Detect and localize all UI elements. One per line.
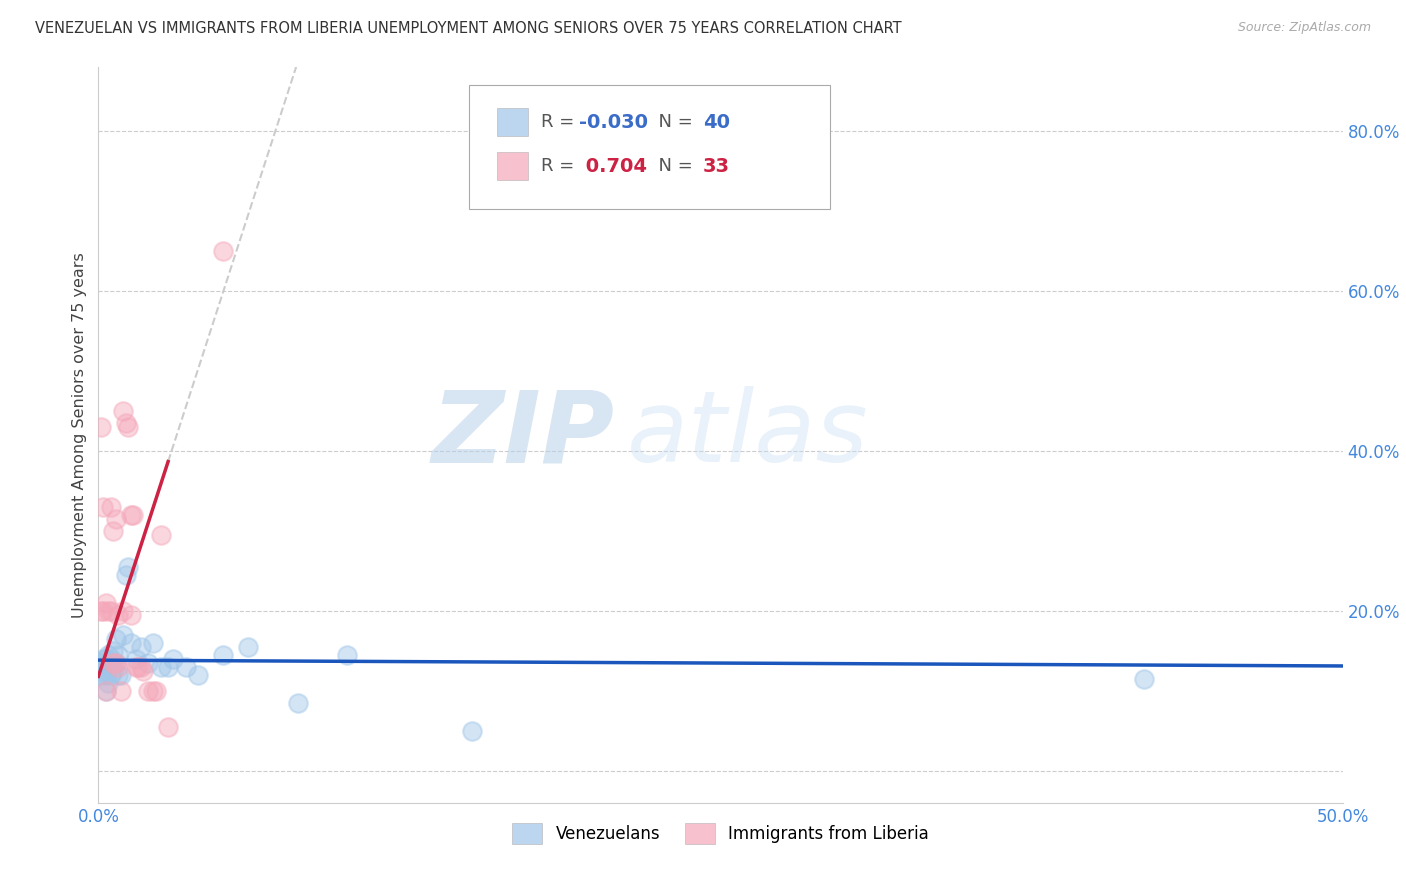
FancyBboxPatch shape [496,108,527,136]
Text: R =: R = [541,113,581,131]
Point [110,668,132,682]
Text: atlas: atlas [627,386,869,483]
Point [93,660,115,674]
Point [211,648,233,662]
Point [120,636,142,650]
Point [136,683,159,698]
Point [125,652,148,666]
Point [157,720,180,734]
Point [104,512,127,526]
Point [112,628,135,642]
Point [104,656,127,670]
Point [94,683,117,698]
Point [90,656,112,670]
Text: ZIP: ZIP [432,386,614,483]
Point [142,683,165,698]
Point [142,636,165,650]
Point [149,528,172,542]
Point [110,683,132,698]
FancyBboxPatch shape [470,86,830,209]
Point [90,668,112,682]
Point [90,420,112,434]
Point [93,664,115,678]
Text: R =: R = [541,157,581,175]
Point [125,660,148,674]
Point [1132,672,1154,686]
Point [103,664,125,678]
Point [107,660,129,674]
Point [117,559,139,574]
Point [97,604,120,618]
Point [100,604,122,618]
Point [117,420,139,434]
Text: Source: ZipAtlas.com: Source: ZipAtlas.com [1237,21,1371,34]
Legend: Venezuelans, Immigrants from Liberia: Venezuelans, Immigrants from Liberia [499,810,942,857]
Point [149,660,172,674]
Text: N =: N = [647,157,699,175]
Point [122,508,145,522]
Point [157,660,180,674]
Point [336,648,359,662]
Y-axis label: Unemployment Among Seniors over 75 years: Unemployment Among Seniors over 75 years [72,252,87,618]
Point [129,660,152,674]
Point [287,696,309,710]
Point [107,607,129,622]
Text: 40: 40 [703,112,730,132]
Point [174,660,197,674]
Text: N =: N = [647,113,699,131]
Point [100,668,122,682]
Point [94,668,117,682]
Point [94,652,117,666]
Point [112,604,135,618]
Point [100,500,122,514]
Point [100,656,122,670]
Point [104,656,127,670]
Point [211,244,233,258]
Point [460,723,484,738]
Point [104,632,127,646]
Point [120,508,142,522]
Point [93,652,115,666]
Point [136,656,159,670]
Point [114,567,136,582]
Point [129,640,152,654]
Point [127,660,149,674]
Point [132,664,155,678]
Point [120,607,142,622]
Point [107,668,129,682]
Point [236,640,259,654]
Point [97,675,120,690]
Point [94,683,117,698]
Point [145,683,167,698]
Point [162,652,184,666]
Point [90,604,112,618]
Point [187,668,209,682]
Point [114,416,136,430]
Point [103,524,125,538]
Text: -0.030: -0.030 [579,112,648,132]
Point [93,500,115,514]
Point [94,596,117,610]
Point [112,404,135,418]
Text: 33: 33 [703,157,730,176]
Point [97,648,120,662]
Text: 0.704: 0.704 [579,157,647,176]
Point [97,660,120,674]
Text: VENEZUELAN VS IMMIGRANTS FROM LIBERIA UNEMPLOYMENT AMONG SENIORS OVER 75 YEARS C: VENEZUELAN VS IMMIGRANTS FROM LIBERIA UN… [35,21,901,36]
Point [103,644,125,658]
Point [93,604,115,618]
Point [100,652,122,666]
FancyBboxPatch shape [496,153,527,180]
Point [103,656,125,670]
Point [107,648,129,662]
